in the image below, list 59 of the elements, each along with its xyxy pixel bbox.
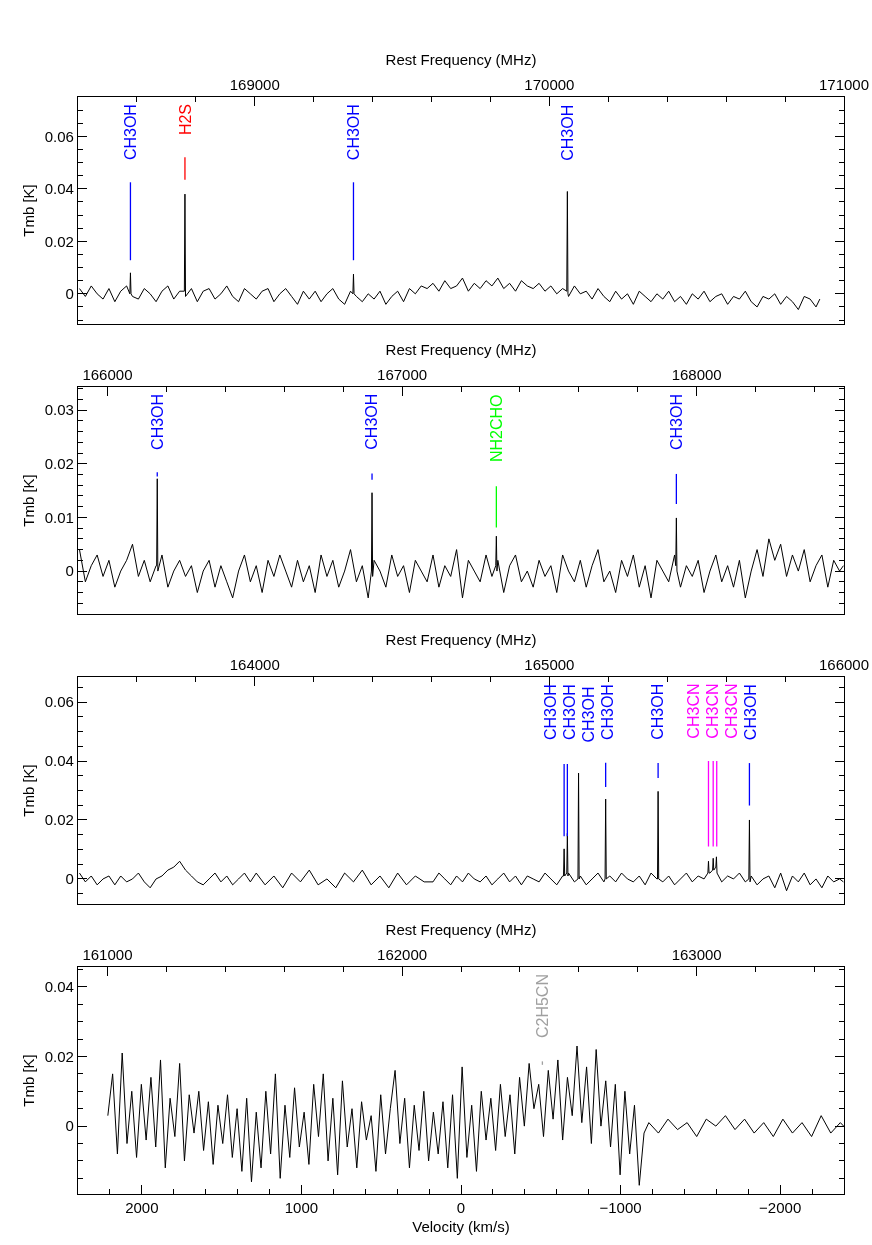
- x-tick-label: −2000: [759, 1199, 802, 1217]
- y-tick-label: 0: [65, 1117, 74, 1135]
- y-tick-label: 0.02: [44, 454, 74, 472]
- x2-tick-label: 161000: [82, 945, 133, 963]
- text: CH3OH: [667, 394, 685, 451]
- y-tick-label: 0.03: [44, 401, 74, 419]
- y-tick-label: 0: [65, 870, 74, 888]
- y-tick-label: 0: [65, 285, 74, 303]
- text: CH3OH: [741, 684, 759, 741]
- x-tick-label: 166000: [82, 365, 133, 383]
- y-tick-label: 0: [65, 562, 74, 580]
- x-axis-title: Velocity (km/s): [412, 1218, 510, 1236]
- text: H2S: [176, 104, 194, 136]
- y-tick-label: 0.02: [44, 232, 74, 250]
- y-axis-title: Tmb [K]: [19, 184, 37, 237]
- x2-axis-title: Rest Frequency (MHz): [385, 921, 537, 939]
- x-axis-title: Rest Frequency (MHz): [385, 631, 537, 649]
- y-tick-label: 0.02: [44, 811, 74, 829]
- text: C2H5CN: [533, 974, 551, 1039]
- x-tick-label: 167000: [377, 365, 428, 383]
- text: CH3OH: [560, 684, 578, 741]
- x-tick-label: 1000: [284, 1199, 319, 1217]
- x-tick-label: 171000: [818, 75, 870, 93]
- text: CH3OH: [148, 393, 166, 450]
- y-tick-label: 0.02: [44, 1047, 74, 1065]
- x-tick-label: 170000: [524, 75, 575, 93]
- annotation: CH3OH: [580, 686, 598, 743]
- x2-tick-label: 162000: [377, 945, 428, 963]
- x-tick-label: 169000: [229, 75, 280, 93]
- y-tick-label: 0.04: [44, 180, 74, 198]
- y-tick-label: 0.06: [44, 693, 74, 711]
- x2-tick-label: 163000: [671, 945, 722, 963]
- y-axis-title: Tmb [K]: [19, 474, 37, 527]
- text: CH3OH: [541, 684, 559, 741]
- x-axis-title: Rest Frequency (MHz): [385, 341, 537, 359]
- y-axis-title: Tmb [K]: [19, 1054, 37, 1107]
- x-tick-label: 164000: [229, 655, 280, 673]
- x-tick-label: 0: [456, 1199, 466, 1217]
- x-tick-label: 166000: [818, 655, 870, 673]
- text: CH3OH: [363, 393, 381, 450]
- text: CH3CN: [704, 683, 722, 739]
- x-tick-label: 168000: [671, 365, 722, 383]
- y-tick-label: 0.04: [44, 752, 74, 770]
- x-tick-label: 165000: [524, 655, 575, 673]
- text: CH3OH: [121, 104, 139, 161]
- text: CH3OH: [344, 104, 362, 161]
- y-tick-label: 0.04: [44, 978, 74, 996]
- x-tick-label: 2000: [125, 1199, 159, 1217]
- y-tick-label: 0.01: [44, 508, 74, 526]
- x-tick-label: −1000: [599, 1199, 642, 1217]
- y-tick-label: 0.06: [44, 127, 74, 145]
- x-axis-title: Rest Frequency (MHz): [385, 51, 537, 69]
- text: CH3OH: [598, 684, 616, 741]
- text: NH2CHO: [487, 394, 505, 463]
- annotation: CH3OH: [558, 104, 576, 161]
- text: CH3CN: [685, 683, 703, 739]
- text: CH3OH: [649, 683, 667, 740]
- y-axis-title: Tmb [K]: [19, 764, 37, 817]
- text: CH3CN: [723, 683, 741, 739]
